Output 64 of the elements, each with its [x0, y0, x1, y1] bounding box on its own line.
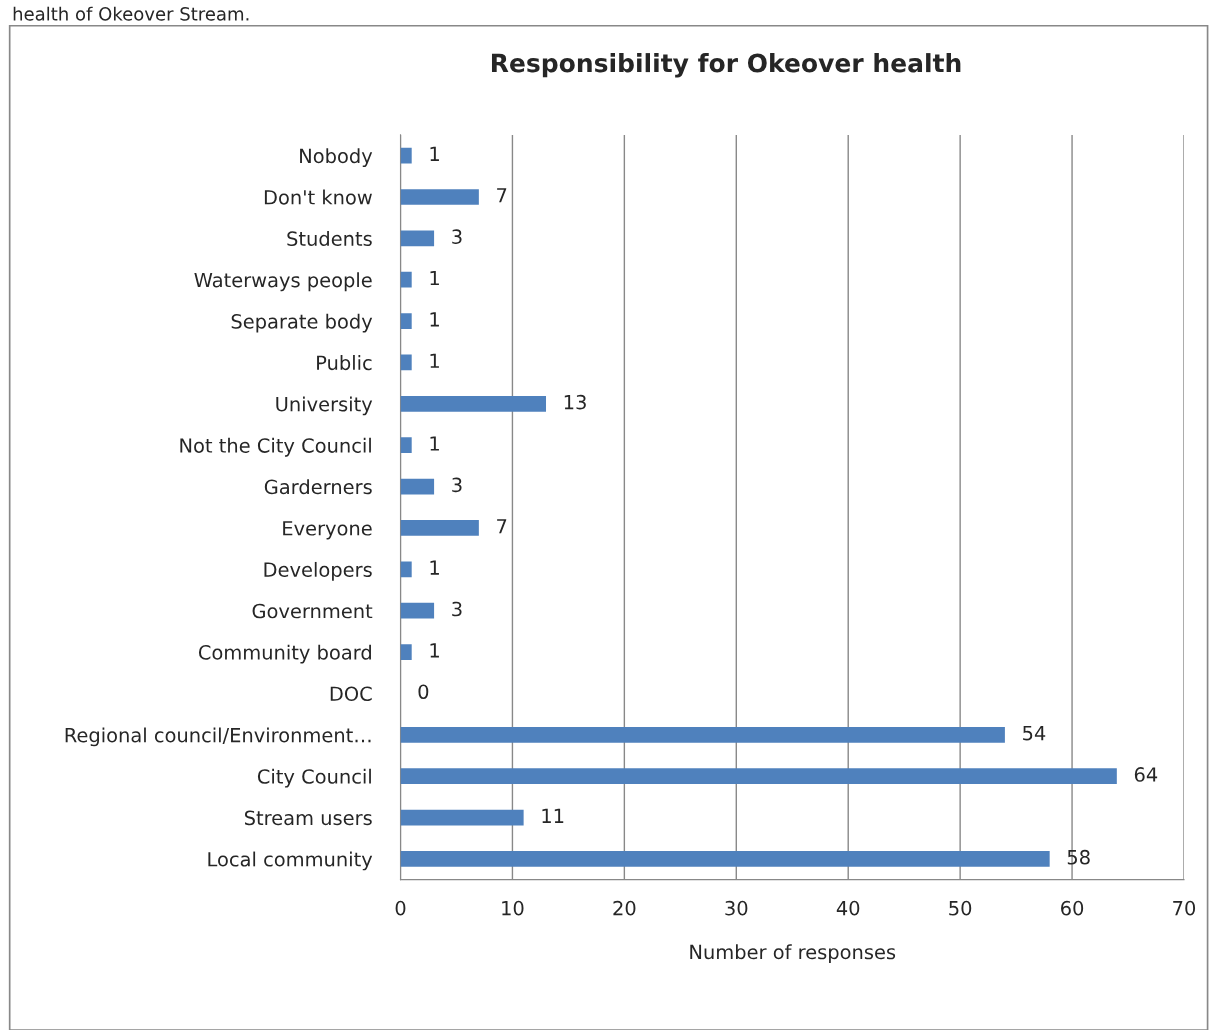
- data-label: 11: [542, 808, 564, 823]
- bar: [400, 768, 1117, 785]
- bar: [400, 395, 547, 412]
- data-label: 1: [430, 312, 439, 327]
- x-tick-label: 0: [395, 900, 406, 916]
- bar: [400, 726, 1005, 743]
- x-tick-label: 10: [502, 900, 524, 916]
- x-axis-title: Number of responses: [690, 944, 896, 964]
- x-tick-label: 70: [1173, 900, 1196, 916]
- data-label: 58: [1067, 849, 1090, 865]
- bar: [400, 644, 412, 660]
- data-label: 7: [497, 188, 507, 203]
- data-label: 1: [430, 270, 439, 286]
- data-label: 1: [430, 560, 439, 575]
- x-tick-label: 60: [1061, 900, 1084, 916]
- data-label: 3: [452, 477, 462, 493]
- bar: [400, 561, 412, 578]
- bar: [400, 602, 435, 619]
- chart-title: Responsibility for Okeover health: [491, 53, 961, 78]
- data-label: 0: [418, 684, 429, 700]
- x-tick-label: 50: [949, 900, 972, 916]
- y-tick-label: Developers: [264, 561, 372, 581]
- y-tick-label: Separate body: [231, 313, 373, 333]
- data-label: 3: [452, 601, 462, 617]
- x-tick-label: 40: [836, 900, 860, 916]
- bar: [400, 230, 435, 247]
- data-label: 1: [430, 643, 439, 658]
- x-tick-label: 30: [725, 900, 748, 916]
- y-tick-label: Not the City Council: [180, 437, 371, 457]
- data-label: 64: [1134, 767, 1158, 782]
- data-label: 1: [430, 436, 439, 451]
- bar: [400, 851, 1050, 867]
- y-tick-label: Garderners: [264, 479, 372, 495]
- bar: [400, 520, 479, 536]
- bar: [400, 354, 412, 371]
- data-label: 1: [430, 353, 439, 368]
- bar: [400, 437, 412, 454]
- data-label: 1: [430, 146, 439, 161]
- y-tick-label: Regional council/Environment…: [65, 727, 371, 747]
- data-label: 54: [1023, 726, 1046, 741]
- y-tick-label: DOC: [330, 686, 372, 702]
- y-tick-label: Local community: [208, 851, 373, 871]
- bar: [400, 809, 524, 826]
- bar: [400, 313, 412, 329]
- y-tick-label: Don't know: [264, 189, 372, 205]
- y-tick-label: Waterways people: [194, 272, 372, 292]
- bar: [400, 189, 479, 205]
- bar: [400, 147, 412, 164]
- y-tick-label: Stream users: [244, 810, 372, 826]
- y-tick-label: Public: [317, 355, 372, 371]
- y-tick-label: City Council: [257, 768, 371, 788]
- y-tick-label: Nobody: [300, 148, 373, 168]
- y-tick-label: University: [276, 396, 373, 416]
- y-tick-label: Government: [252, 603, 373, 619]
- text: health of Okeover Stream.: [13, 6, 249, 21]
- data-label: 13: [564, 394, 586, 410]
- y-tick-label: Everyone: [283, 521, 372, 540]
- data-label: 3: [452, 229, 462, 244]
- bar: [400, 271, 412, 288]
- x-tick-label: 20: [613, 900, 636, 916]
- y-tick-label: Community board: [198, 644, 371, 664]
- bar: [400, 478, 435, 495]
- data-label: 7: [497, 519, 507, 534]
- y-tick-label: Students: [287, 230, 372, 247]
